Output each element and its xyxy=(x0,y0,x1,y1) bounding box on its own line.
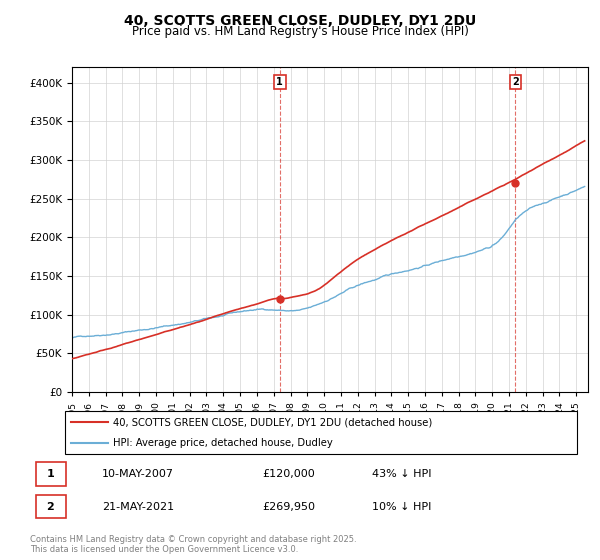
Text: HPI: Average price, detached house, Dudley: HPI: Average price, detached house, Dudl… xyxy=(113,438,332,448)
Text: £120,000: £120,000 xyxy=(262,469,314,479)
Text: 43% ↓ HPI: 43% ↓ HPI xyxy=(372,469,432,479)
Text: 1: 1 xyxy=(47,469,54,479)
Text: 2: 2 xyxy=(47,502,54,511)
Text: 1: 1 xyxy=(277,77,283,87)
Text: 2: 2 xyxy=(512,77,519,87)
Text: 40, SCOTTS GREEN CLOSE, DUDLEY, DY1 2DU: 40, SCOTTS GREEN CLOSE, DUDLEY, DY1 2DU xyxy=(124,14,476,28)
FancyBboxPatch shape xyxy=(35,463,66,486)
FancyBboxPatch shape xyxy=(35,494,66,519)
Text: 40, SCOTTS GREEN CLOSE, DUDLEY, DY1 2DU (detached house): 40, SCOTTS GREEN CLOSE, DUDLEY, DY1 2DU … xyxy=(113,417,432,427)
Text: 10% ↓ HPI: 10% ↓ HPI xyxy=(372,502,431,511)
Text: Price paid vs. HM Land Registry's House Price Index (HPI): Price paid vs. HM Land Registry's House … xyxy=(131,25,469,38)
FancyBboxPatch shape xyxy=(65,411,577,454)
Text: 10-MAY-2007: 10-MAY-2007 xyxy=(102,469,174,479)
Text: £269,950: £269,950 xyxy=(262,502,315,511)
Text: Contains HM Land Registry data © Crown copyright and database right 2025.
This d: Contains HM Land Registry data © Crown c… xyxy=(30,535,356,554)
Text: 21-MAY-2021: 21-MAY-2021 xyxy=(102,502,174,511)
